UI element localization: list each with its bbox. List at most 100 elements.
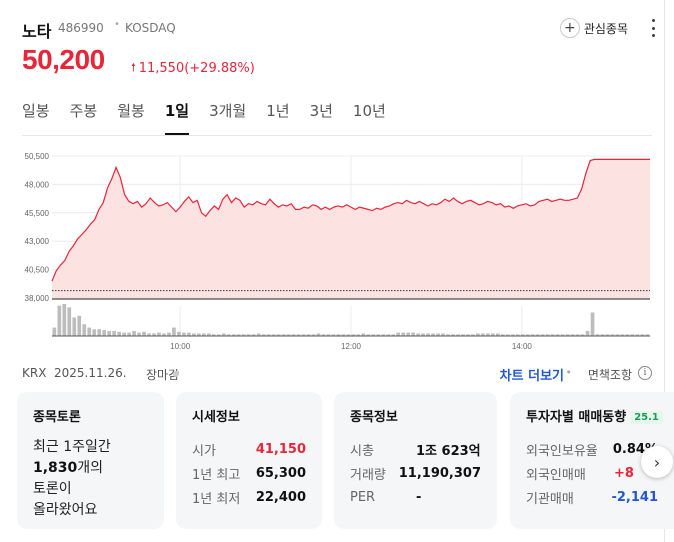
volume-bar: [122, 332, 126, 336]
info-row: 시가 41,150: [192, 437, 306, 461]
info-row: 외국인보유율 0.84%: [526, 437, 658, 461]
x-tick-label: 12:00: [341, 342, 362, 351]
discussion-count: 1,830: [33, 460, 78, 476]
x-tick-label: 14:00: [512, 342, 533, 351]
volume-bar: [421, 333, 425, 336]
market-name: KOSDAQ: [125, 21, 176, 35]
info-row: 시총 1조 623억: [350, 437, 481, 461]
volume-bar: [211, 334, 216, 336]
volume-bar: [276, 334, 281, 336]
discussion-line1: 최근 1주일간: [33, 439, 111, 455]
y-tick-label: 48,000: [25, 180, 50, 189]
volume-bar: [92, 329, 97, 336]
volume-bar: [266, 334, 271, 336]
volume-bar: [321, 334, 326, 336]
discussion-card[interactable]: 종목토론 최근 1주일간 1,830개의 토론이 올라왔어요: [17, 392, 164, 529]
volume-bar: [416, 333, 420, 336]
volume-bar: [456, 334, 460, 336]
volume-bar: [446, 334, 450, 336]
stock-info-title: 종목정보: [350, 410, 398, 425]
volume-bar: [386, 334, 391, 336]
current-price: 50,200: [22, 44, 105, 75]
volume-bar: [590, 312, 595, 336]
tab-period[interactable]: 주봉: [69, 102, 98, 120]
volume-bar: [236, 334, 241, 336]
volume-bar: [520, 334, 525, 336]
volume-bar: [206, 333, 211, 336]
info-row-key: 1년 최저: [192, 491, 241, 507]
volume-bar: [570, 334, 575, 336]
right-border: [664, 0, 674, 542]
info-row: 기관매매 -2,141: [526, 485, 658, 509]
tab-period[interactable]: 1일: [164, 100, 190, 135]
volume-bar: [545, 334, 550, 336]
more-menu-icon[interactable]: [650, 19, 656, 37]
volume-bar: [261, 334, 266, 336]
volume-bar: [231, 334, 236, 336]
next-card-button[interactable]: ›: [641, 446, 673, 478]
volume-bar: [192, 333, 196, 336]
volume-bar: [241, 334, 246, 336]
volume-bar: [57, 305, 62, 336]
volume-bar: [256, 333, 261, 336]
info-row-key: PER: [350, 489, 376, 505]
volume-bar: [72, 317, 77, 336]
tab-period[interactable]: 월봉: [117, 102, 145, 120]
volume-bar: [97, 329, 102, 336]
market-status: 장마감: [146, 368, 180, 382]
price-change: 🠕 11,550(+29.88%): [131, 59, 255, 78]
tab-period[interactable]: 1년: [266, 102, 290, 120]
volume-bar: [62, 304, 67, 336]
volume-bar: [331, 334, 336, 336]
volume-bar: [486, 333, 490, 336]
market-info-title: 시세정보: [192, 410, 240, 425]
volume-bar: [162, 333, 166, 336]
favorite-label: 관심종목: [583, 21, 628, 36]
discussion-title: 종목토론: [33, 410, 81, 425]
volume-bar: [77, 315, 82, 336]
volume-bar: [216, 334, 221, 336]
status-dot-icon: [173, 371, 179, 377]
volume-bar: [366, 334, 371, 336]
volume-bar: [177, 331, 181, 336]
volume-bar: [510, 334, 515, 336]
volume-bar: [441, 333, 445, 336]
info-icon[interactable]: i: [638, 366, 652, 380]
volume-bar: [615, 334, 620, 336]
discussion-line2: 1,830개의: [33, 458, 148, 479]
volume-bar: [271, 334, 276, 336]
volume-bar: [530, 334, 535, 336]
volume-bar: [316, 333, 321, 336]
volume-bar: [147, 333, 151, 336]
more-chart-link[interactable]: 차트 더보기: [499, 369, 564, 384]
disclaimer-link[interactable]: 면책조항: [587, 368, 632, 382]
info-row-key: 시총: [350, 443, 374, 459]
tab-period[interactable]: 10년: [352, 102, 386, 120]
period-tabs: 일봉 주봉 월봉 1일 3개월 1년 3년 10년: [22, 100, 406, 135]
volume-bar: [361, 333, 366, 336]
volume-bar: [167, 332, 171, 336]
stock-info-card[interactable]: 종목정보 시총 1조 623억 거래량 11,190,307 PER -: [334, 392, 497, 529]
volume-bar: [351, 334, 356, 336]
tab-period[interactable]: 일봉: [22, 102, 50, 120]
y-tick-label: 38,000: [25, 294, 50, 303]
volume-bar: [281, 334, 286, 336]
favorite-button[interactable]: + 관심종목: [559, 16, 628, 40]
info-row-key: 외국인보유율: [526, 443, 598, 459]
volume-bar: [515, 334, 520, 336]
volume-bar: [620, 334, 625, 336]
volume-bar: [411, 332, 415, 336]
info-row-key: 외국인매매: [526, 467, 586, 483]
volume-bar: [391, 334, 396, 336]
market-info-card[interactable]: 시세정보 시가 41,150 1년 최고 65,300 1년 최저 22,400: [176, 392, 322, 529]
volume-bar: [540, 334, 545, 336]
tab-period[interactable]: 3년: [309, 102, 333, 120]
volume-bar: [137, 332, 141, 336]
stock-code: 486990: [58, 21, 104, 35]
volume-bar: [481, 333, 485, 336]
y-tick-label: 43,000: [25, 237, 50, 246]
tab-period[interactable]: 3개월: [209, 102, 247, 120]
volume-bar: [555, 334, 560, 336]
volume-bar: [52, 327, 57, 336]
price-chart[interactable]: 50,500 48,000 45,500 43,000 40,500 38,000 10:0…: [0, 140, 674, 355]
